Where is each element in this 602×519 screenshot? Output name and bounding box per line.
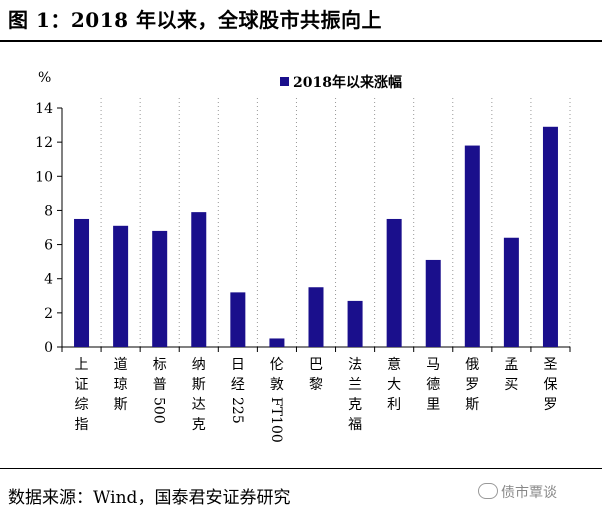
x-tick-label: 意大利 bbox=[387, 356, 401, 413]
svg-text:利: 利 bbox=[387, 397, 401, 413]
svg-text:综: 综 bbox=[75, 397, 89, 413]
bar bbox=[464, 145, 480, 347]
y-tick-label: 6 bbox=[44, 238, 53, 254]
bar bbox=[113, 225, 129, 347]
svg-text:黎: 黎 bbox=[309, 377, 323, 393]
bar bbox=[269, 338, 285, 347]
svg-text:日: 日 bbox=[231, 357, 245, 373]
bar bbox=[347, 300, 363, 347]
svg-text:指: 指 bbox=[75, 417, 89, 433]
svg-text:罗: 罗 bbox=[543, 397, 557, 413]
svg-text:斯: 斯 bbox=[192, 377, 206, 393]
x-tick-label: 俄罗斯 bbox=[465, 357, 479, 413]
svg-text:标: 标 bbox=[153, 357, 167, 373]
svg-text:克: 克 bbox=[192, 417, 206, 433]
bar bbox=[425, 259, 441, 347]
labels: 02468101214%上证综指道琼斯标普500纳斯达克日经225伦敦FT100… bbox=[35, 70, 557, 443]
bottom-rule bbox=[0, 468, 602, 469]
svg-text:500: 500 bbox=[151, 397, 167, 424]
svg-text:罗: 罗 bbox=[465, 377, 479, 393]
svg-text:伦: 伦 bbox=[270, 357, 284, 373]
bar bbox=[386, 218, 402, 347]
grid-lines bbox=[100, 98, 571, 347]
y-axis-label: % bbox=[38, 70, 51, 86]
svg-text:法: 法 bbox=[348, 357, 362, 373]
svg-text:里: 里 bbox=[426, 397, 440, 413]
y-tick-label: 14 bbox=[35, 101, 53, 117]
svg-text:巴: 巴 bbox=[309, 357, 323, 373]
svg-text:琼: 琼 bbox=[114, 377, 128, 393]
x-tick-label: 巴黎 bbox=[309, 357, 323, 393]
y-tick-label: 0 bbox=[44, 340, 53, 356]
bar bbox=[74, 218, 90, 347]
svg-text:孟: 孟 bbox=[504, 357, 518, 373]
chart: 02468101214%上证综指道琼斯标普500纳斯达克日经225伦敦FT100… bbox=[35, 70, 571, 443]
bar bbox=[230, 292, 246, 347]
legend: 2018年以来涨幅 bbox=[280, 74, 402, 91]
bar bbox=[152, 230, 168, 347]
svg-text:保: 保 bbox=[543, 377, 557, 393]
svg-text:克: 克 bbox=[348, 397, 362, 413]
svg-text:证: 证 bbox=[75, 377, 89, 393]
svg-text:达: 达 bbox=[192, 397, 206, 413]
figure-title: 图 1：2018 年以来，全球股市共振向上 bbox=[8, 8, 383, 32]
bars bbox=[74, 126, 558, 348]
legend-label: 2018年以来涨幅 bbox=[293, 74, 402, 91]
y-tick-label: 12 bbox=[35, 135, 53, 151]
bar bbox=[503, 237, 519, 347]
svg-text:马: 马 bbox=[426, 357, 440, 373]
top-rule bbox=[0, 40, 602, 42]
bar bbox=[542, 126, 558, 348]
wechat-icon bbox=[478, 483, 498, 499]
svg-text:圣: 圣 bbox=[543, 357, 557, 373]
x-tick-label: 日经 225 bbox=[229, 357, 245, 424]
bar bbox=[308, 287, 324, 347]
svg-text:意: 意 bbox=[387, 356, 401, 373]
svg-text:FT100: FT100 bbox=[268, 397, 284, 443]
svg-text:德: 德 bbox=[426, 377, 440, 393]
svg-text:敦: 敦 bbox=[270, 377, 284, 393]
svg-text:兰: 兰 bbox=[348, 377, 362, 393]
svg-text:纳: 纳 bbox=[192, 357, 206, 373]
svg-text:大: 大 bbox=[387, 377, 401, 393]
y-tick-label: 4 bbox=[44, 272, 53, 288]
legend-swatch bbox=[280, 77, 289, 86]
x-tick-label: 马德里 bbox=[426, 357, 440, 413]
x-tick-label: 孟买 bbox=[504, 357, 518, 393]
svg-text:斯: 斯 bbox=[114, 397, 128, 413]
svg-text:斯: 斯 bbox=[465, 397, 479, 413]
source-note: 数据来源：Wind，国泰君安证券研究 bbox=[8, 488, 291, 508]
y-tick-label: 10 bbox=[35, 169, 53, 185]
svg-text:买: 买 bbox=[504, 377, 518, 393]
svg-text:福: 福 bbox=[348, 417, 362, 433]
x-tick-label: 道琼斯 bbox=[114, 357, 128, 413]
watermark: 债市覃谈 bbox=[478, 482, 557, 502]
svg-text:俄: 俄 bbox=[465, 357, 479, 373]
x-tick-label: 标普 500 bbox=[151, 357, 167, 424]
svg-text:225: 225 bbox=[229, 397, 245, 424]
y-tick-label: 8 bbox=[44, 203, 53, 219]
y-tick-label: 2 bbox=[44, 306, 53, 322]
svg-text:道: 道 bbox=[114, 357, 128, 373]
svg-text:普: 普 bbox=[153, 377, 167, 393]
watermark-text: 债市覃谈 bbox=[501, 485, 557, 501]
bar bbox=[191, 212, 207, 347]
x-tick-label: 伦敦 FT100 bbox=[268, 357, 284, 443]
svg-text:经: 经 bbox=[231, 377, 245, 393]
x-tick-label: 圣保罗 bbox=[543, 357, 557, 413]
svg-text:上: 上 bbox=[75, 357, 89, 373]
